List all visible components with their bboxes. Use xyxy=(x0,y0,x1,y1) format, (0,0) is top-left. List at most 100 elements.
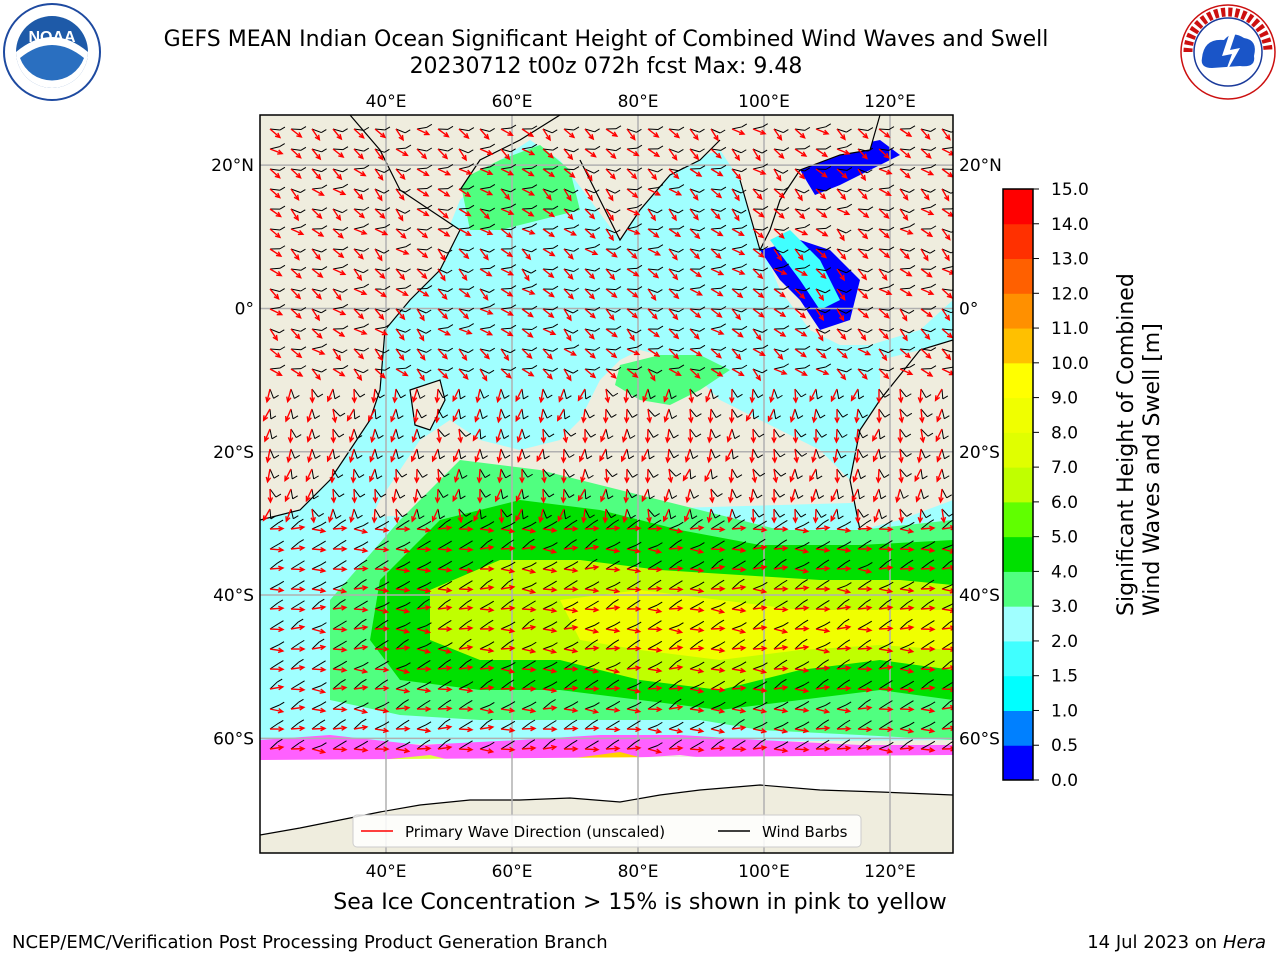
wave-direction-arrowhead xyxy=(421,273,428,280)
wave-direction-arrow xyxy=(374,288,387,298)
wave-direction-arrow xyxy=(540,408,544,422)
wave-direction-arrow xyxy=(605,628,619,632)
wave-direction-arrow xyxy=(941,348,951,360)
wind-barb xyxy=(395,367,407,370)
wave-direction-arrow xyxy=(899,148,911,158)
wind-barb xyxy=(437,368,448,372)
wind-barb xyxy=(395,388,402,399)
wave-direction-arrow xyxy=(878,288,892,295)
wave-direction-arrow xyxy=(437,428,441,442)
wave-direction-arrow xyxy=(269,686,283,690)
wind-barb-flag xyxy=(278,540,284,545)
wave-direction-arrow xyxy=(515,488,523,502)
wind-barb xyxy=(731,704,742,710)
wave-direction-arrowhead xyxy=(445,648,453,654)
wind-barb-flag xyxy=(321,225,328,230)
wind-barb xyxy=(353,226,364,230)
wind-barb-flag xyxy=(925,454,931,459)
wave-direction-arrow xyxy=(332,527,347,530)
wave-direction-arrow xyxy=(731,568,746,571)
wind-barb-flag xyxy=(779,453,786,458)
wind-barb xyxy=(899,488,904,499)
wind-barb-flag xyxy=(762,305,769,310)
wave-direction-arrow xyxy=(794,248,804,260)
wind-barb xyxy=(857,148,868,152)
wind-barb xyxy=(500,327,512,330)
wind-barb-flag xyxy=(759,558,766,563)
wind-barb xyxy=(416,584,427,590)
wave-direction-arrowhead xyxy=(515,515,521,522)
wind-barb-flag xyxy=(484,474,491,479)
wave-direction-arrow xyxy=(412,428,418,442)
wave-direction-arrow xyxy=(710,688,725,691)
wind-barb-flag xyxy=(447,225,454,229)
wind-barb xyxy=(815,681,824,690)
wind-barb-flag xyxy=(356,435,363,439)
wind-barb-flag xyxy=(426,246,433,251)
wind-barb-flag xyxy=(908,329,915,334)
wind-barb-flag xyxy=(425,699,431,704)
wave-direction-arrowhead xyxy=(340,667,348,673)
wind-barb-flag xyxy=(929,541,936,545)
wave-direction-arrow xyxy=(584,668,598,673)
wave-direction-arrow xyxy=(647,608,661,613)
wave-direction-arrowhead xyxy=(949,588,953,594)
wind-barb xyxy=(710,508,716,519)
wave-direction-arrow xyxy=(416,308,425,321)
wave-direction-arrow xyxy=(877,468,880,483)
lat-tick-label-left: 40°S xyxy=(213,586,254,606)
wind-barb-flag xyxy=(361,678,367,683)
wind-barb xyxy=(311,468,315,479)
wind-barb-flag xyxy=(757,394,764,399)
wave-direction-arrow xyxy=(584,527,599,530)
wave-direction-arrow xyxy=(563,727,578,730)
wave-direction-arrowhead xyxy=(570,230,578,236)
wind-barb xyxy=(668,562,678,570)
wind-barb-flag xyxy=(341,620,347,625)
wave-direction-arrowhead xyxy=(424,727,432,734)
wind-barb-flag xyxy=(888,327,895,332)
wind-barb-flag xyxy=(488,521,495,525)
wind-barb-flag xyxy=(886,598,892,603)
wind-barb xyxy=(395,408,399,419)
wave-direction-arrowhead xyxy=(556,415,563,422)
wind-barb-flag xyxy=(699,165,706,170)
wave-direction-arrowhead xyxy=(277,744,285,751)
wind-barb-flag xyxy=(825,246,832,251)
wave-direction-arrowhead xyxy=(778,192,786,199)
wave-direction-arrowhead xyxy=(697,727,705,734)
wave-direction-arrow xyxy=(752,546,766,550)
wind-barb-flag xyxy=(321,343,328,348)
wind-barb-flag xyxy=(439,515,446,520)
wave-direction-arrowhead xyxy=(761,645,768,652)
wave-direction-arrow xyxy=(625,408,628,423)
wind-barb-flag xyxy=(635,561,642,566)
wave-direction-arrow xyxy=(668,666,682,670)
wave-direction-arrow xyxy=(395,707,410,710)
wave-direction-arrow xyxy=(815,667,830,670)
wind-barb xyxy=(941,561,950,570)
wave-direction-arrow xyxy=(689,708,703,712)
colorbar-title-line2: Wind Waves and Swell [m] xyxy=(1140,323,1165,616)
wave-direction-arrow xyxy=(542,208,555,217)
wave-direction-arrow xyxy=(626,368,638,378)
wind-barb-flag xyxy=(300,189,306,193)
wave-direction-arrow xyxy=(731,228,744,236)
wind-barb xyxy=(353,705,364,710)
wind-barb xyxy=(374,128,386,131)
wind-barb xyxy=(374,348,385,354)
wave-direction-arrowhead xyxy=(673,293,680,300)
wind-barb-flag xyxy=(761,681,768,686)
wind-barb-flag xyxy=(592,639,599,644)
wind-barb xyxy=(647,208,658,214)
wave-direction-arrowhead xyxy=(504,194,511,201)
wave-direction-arrow xyxy=(682,468,691,481)
wind-barb xyxy=(752,448,759,459)
wave-direction-arrow xyxy=(600,488,607,502)
wind-barb-flag xyxy=(489,303,495,308)
wind-barb-flag xyxy=(697,519,703,523)
wave-direction-arrow xyxy=(542,188,552,200)
wave-direction-arrowhead xyxy=(399,334,405,341)
wind-barb-flag xyxy=(509,561,516,566)
wind-barb xyxy=(479,508,482,519)
